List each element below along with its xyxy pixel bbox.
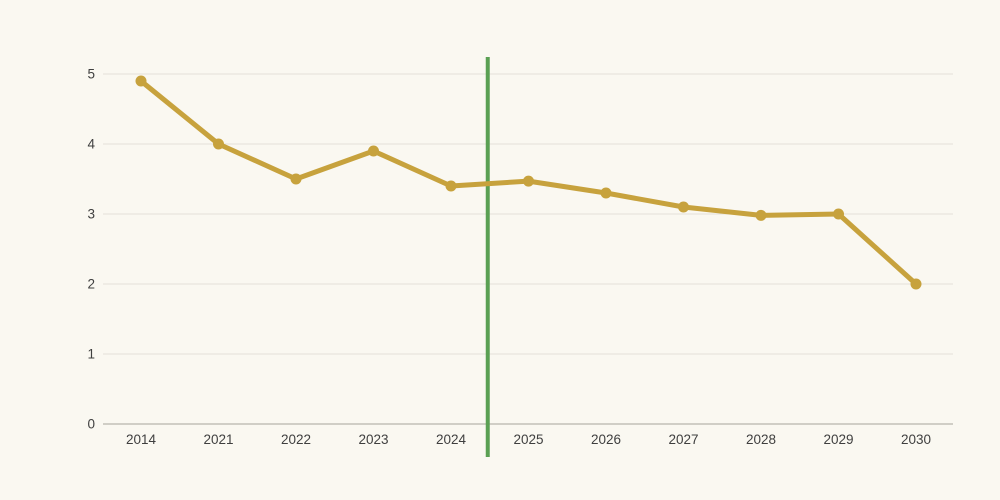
x-tick-label: 2026: [591, 432, 621, 447]
data-point-2027: [678, 201, 689, 213]
data-point-2025: [523, 175, 534, 187]
x-tick-label: 2021: [203, 432, 233, 447]
x-tick-label: 2022: [281, 432, 311, 447]
y-tick-label: 0: [87, 417, 95, 432]
data-point-2030: [910, 278, 922, 290]
y-tick-label: 1: [87, 347, 95, 362]
data-point-2028: [755, 209, 767, 221]
y-tick-label: 4: [87, 137, 95, 152]
x-tick-label: 2028: [746, 432, 776, 447]
x-tick-label: 2014: [126, 432, 157, 447]
x-tick-label: 2030: [901, 432, 931, 447]
y-tick-label: 5: [87, 67, 95, 82]
data-point-2024: [445, 180, 457, 192]
y-tick-label: 3: [87, 207, 95, 222]
x-tick-label: 2027: [668, 432, 698, 447]
x-tick-label: 2029: [823, 432, 853, 447]
data-point-2014: [135, 75, 147, 87]
data-point-2021: [213, 138, 224, 150]
data-point-2023: [368, 145, 379, 157]
x-tick-label: 2025: [513, 432, 543, 447]
x-tick-label: 2024: [436, 432, 467, 447]
y-tick-label: 2: [87, 277, 95, 292]
data-point-2022: [290, 173, 302, 185]
data-point-2029: [833, 208, 844, 220]
data-point-2026: [600, 187, 612, 199]
x-tick-label: 2023: [358, 432, 388, 447]
